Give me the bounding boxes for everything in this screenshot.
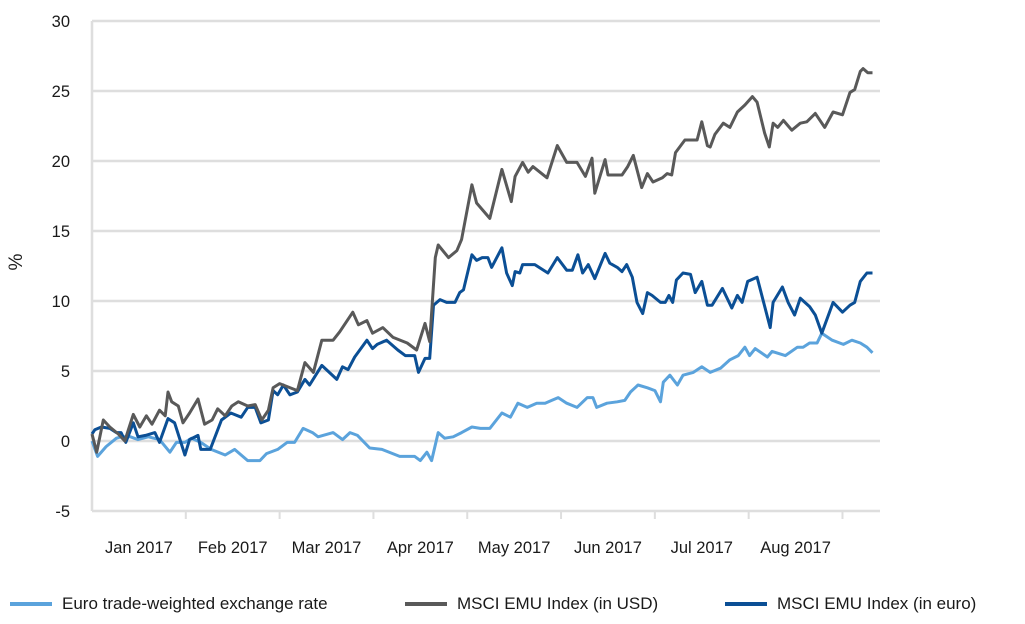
legend-label: MSCI EMU Index (in USD) — [457, 594, 659, 613]
x-tick-label: Aug 2017 — [760, 539, 831, 557]
x-tick-label: Mar 2017 — [292, 539, 362, 557]
x-tick-label: May 2017 — [478, 539, 550, 557]
legend-swatch — [405, 602, 447, 606]
series-line-euro-trade-weighted-exchange-rate — [90, 331, 874, 463]
x-tick-label: Jul 2017 — [671, 539, 733, 557]
series-lines — [90, 67, 874, 463]
x-tick-labels: Jan 2017 Feb 2017 Mar 2017 Apr 2017 May 2017… — [105, 539, 831, 557]
y-tick-label: 15 — [52, 223, 70, 241]
y-tick-labels: 30 25 20 15 10 5 0 -5 — [52, 13, 70, 521]
legend-item-msci-usd: MSCI EMU Index (in USD) — [405, 594, 658, 614]
y-tick-label: 5 — [61, 363, 70, 381]
legend-swatch — [10, 602, 52, 606]
legend-item-exchange-rate: Euro trade-weighted exchange rate — [10, 594, 328, 614]
legend-item-msci-euro: MSCI EMU Index (in euro) — [725, 594, 976, 614]
legend-label: MSCI EMU Index (in euro) — [777, 594, 977, 613]
gridlines — [92, 19, 880, 513]
legend-label: Euro trade-weighted exchange rate — [62, 594, 328, 613]
legend-swatch — [725, 602, 767, 606]
y-axis-label: % — [6, 253, 27, 270]
legend: Euro trade-weighted exchange rate MSCI E… — [0, 594, 1025, 618]
y-tick-label: 25 — [52, 83, 70, 101]
x-tick-label: Jan 2017 — [105, 539, 173, 557]
series-line-msci-emu-index-in-euro — [90, 246, 873, 457]
y-tick-label: 20 — [52, 153, 70, 171]
x-tick-label: Feb 2017 — [198, 539, 268, 557]
y-tick-label: -5 — [55, 503, 70, 521]
y-tick-label: 10 — [52, 293, 70, 311]
y-tick-label: 0 — [61, 433, 70, 451]
x-tick-label: Jun 2017 — [574, 539, 642, 557]
x-tick-label: Apr 2017 — [387, 539, 454, 557]
y-tick-label: 30 — [52, 13, 70, 31]
axes — [90, 21, 844, 519]
series-line-msci-emu-index-in-usd — [90, 67, 873, 454]
